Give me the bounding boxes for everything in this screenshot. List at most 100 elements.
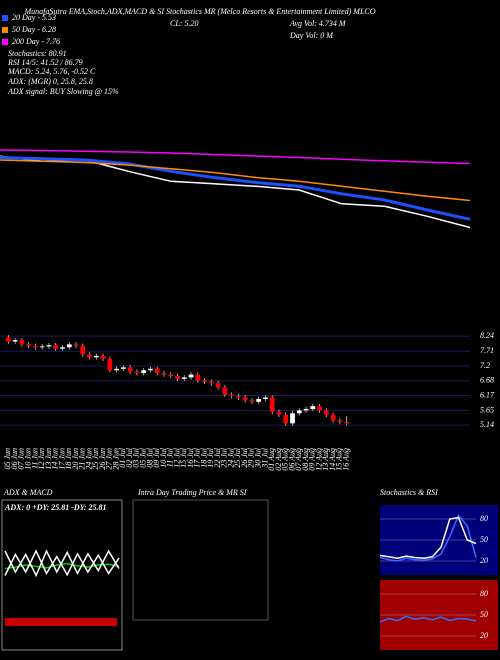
y-tick-label: 7.2 xyxy=(480,361,490,370)
intraday-panel xyxy=(132,499,269,621)
annotation: Avg Vol: 4.734 M xyxy=(289,19,347,28)
legend-entry: 20 Day - 5.53 xyxy=(12,13,56,22)
annotation: RSI 14/5: 41.52 / 86.79 xyxy=(7,58,83,67)
line xyxy=(379,615,477,623)
x-tick-label: 01 Jul xyxy=(118,447,127,468)
candle-body xyxy=(53,345,59,349)
x-tick-label: 09 Aug xyxy=(308,448,317,471)
candle-body xyxy=(303,408,309,411)
x-tick-label: 17 Jul xyxy=(193,447,202,468)
candle-body xyxy=(215,383,221,388)
annotation: Stochastics: 80.91 xyxy=(8,49,67,58)
candle-body xyxy=(276,411,282,415)
x-tick-label: 14 Jun xyxy=(51,448,60,470)
candle-body xyxy=(66,344,72,348)
line xyxy=(379,514,477,562)
x-tick-label: 08 Jul xyxy=(145,447,154,468)
annotation: ADX signal: BUY Slowing @ 15% xyxy=(7,87,119,96)
x-tick-label: 30 Jul xyxy=(254,447,263,469)
candle-body xyxy=(73,344,79,346)
x-tick-label: 07 Aug xyxy=(294,448,303,471)
line xyxy=(0,149,471,165)
x-tick-label: 16 Jul xyxy=(186,447,195,468)
candle-body xyxy=(148,368,153,371)
x-tick-label: 25 Jul xyxy=(233,447,242,468)
candle-body xyxy=(39,346,45,348)
y-tick-label: 8.24 xyxy=(480,331,494,340)
candle-body xyxy=(290,413,295,424)
x-tick-label: 16 Aug xyxy=(341,448,350,471)
x-tick-label: 06 Aug xyxy=(287,448,296,471)
candle-body xyxy=(175,375,180,379)
candle-body xyxy=(127,367,133,372)
candle-body xyxy=(229,394,234,397)
line xyxy=(379,516,477,559)
candle-body xyxy=(208,381,214,384)
x-tick-label: 15 Aug xyxy=(335,448,344,471)
x-tick-label: 08 Aug xyxy=(301,448,310,471)
y-tick-label: 80 xyxy=(480,589,488,598)
x-tick-label: 26 Jul xyxy=(240,447,249,468)
candle-body xyxy=(269,397,275,412)
candle-body xyxy=(236,396,241,398)
candle-body xyxy=(310,406,316,409)
x-tick-label: 12 Jun xyxy=(37,448,46,470)
candle-body xyxy=(188,374,194,378)
panel-title: Intra Day Trading Price & MR SI xyxy=(137,488,247,497)
candle-body xyxy=(93,355,99,358)
legend-swatch xyxy=(2,27,8,33)
y-tick-label: 50 xyxy=(480,610,488,619)
candle-body xyxy=(249,400,255,402)
y-tick-label: 20 xyxy=(480,631,488,640)
candle-body xyxy=(161,373,167,375)
y-tick-label: 80 xyxy=(480,514,488,523)
candle-body xyxy=(317,406,322,411)
candle-body xyxy=(202,380,207,382)
y-tick-label: 7.71 xyxy=(480,346,494,355)
panel-subtitle: ADX: 0 +DY: 25.81 -DY: 25.81 xyxy=(4,503,107,512)
candle-body xyxy=(154,368,160,374)
x-tick-label: 20 Jun xyxy=(71,448,80,470)
y-tick-label: 5.65 xyxy=(480,405,494,414)
line xyxy=(4,549,120,577)
annotation: ADX: (MGR) 0, 25.8, 25.8 xyxy=(7,77,93,86)
candle-body xyxy=(337,420,343,422)
x-tick-label: 12 Jul xyxy=(172,447,181,468)
candle-body xyxy=(87,354,92,358)
x-tick-label: 21 Jun xyxy=(78,448,87,470)
legend-entry: 200 Day - 7.76 xyxy=(12,37,60,46)
x-tick-label: 03 Jul xyxy=(132,447,141,468)
candle-body xyxy=(344,421,349,424)
x-tick-label: 24 Jun xyxy=(84,448,93,470)
x-tick-label: 29 Jul xyxy=(247,447,256,468)
annotation: CL: 5.20 xyxy=(170,19,198,28)
adx-panel xyxy=(1,499,123,651)
candle-body xyxy=(242,397,248,401)
candle-body xyxy=(195,374,201,381)
x-tick-label: 10 Jul xyxy=(159,447,168,468)
candle-body xyxy=(181,377,187,379)
candle-body xyxy=(256,398,262,402)
legend-swatch xyxy=(2,39,8,45)
chart-title: MunafaSutra EMA,Stoch,ADX,MACD & SI Stoc… xyxy=(23,7,375,16)
candle-body xyxy=(80,345,86,355)
x-tick-label: 14 Aug xyxy=(328,448,337,471)
legend-entry: 50 Day - 6.28 xyxy=(12,25,56,34)
y-tick-label: 50 xyxy=(480,535,488,544)
annotation: MACD: 5.24, 5.76, -0.52 C xyxy=(7,67,96,76)
x-tick-label: 05 Jul xyxy=(139,447,148,468)
x-tick-label: 05 Aug xyxy=(281,448,290,471)
candle-body xyxy=(100,355,106,359)
candle-body xyxy=(296,410,302,414)
x-tick-label: 24 Jul xyxy=(226,447,235,468)
x-tick-label: 01 Aug xyxy=(267,448,276,471)
candle-body xyxy=(19,340,25,345)
x-tick-label: 10 Jun xyxy=(24,448,33,470)
candle-body xyxy=(121,367,126,369)
x-tick-label: 19 Jul xyxy=(206,447,215,468)
x-tick-label: 23 Jul xyxy=(220,447,229,468)
line xyxy=(0,159,471,202)
candle-body xyxy=(323,410,329,415)
candle-body xyxy=(222,387,228,395)
candle-body xyxy=(60,347,65,349)
